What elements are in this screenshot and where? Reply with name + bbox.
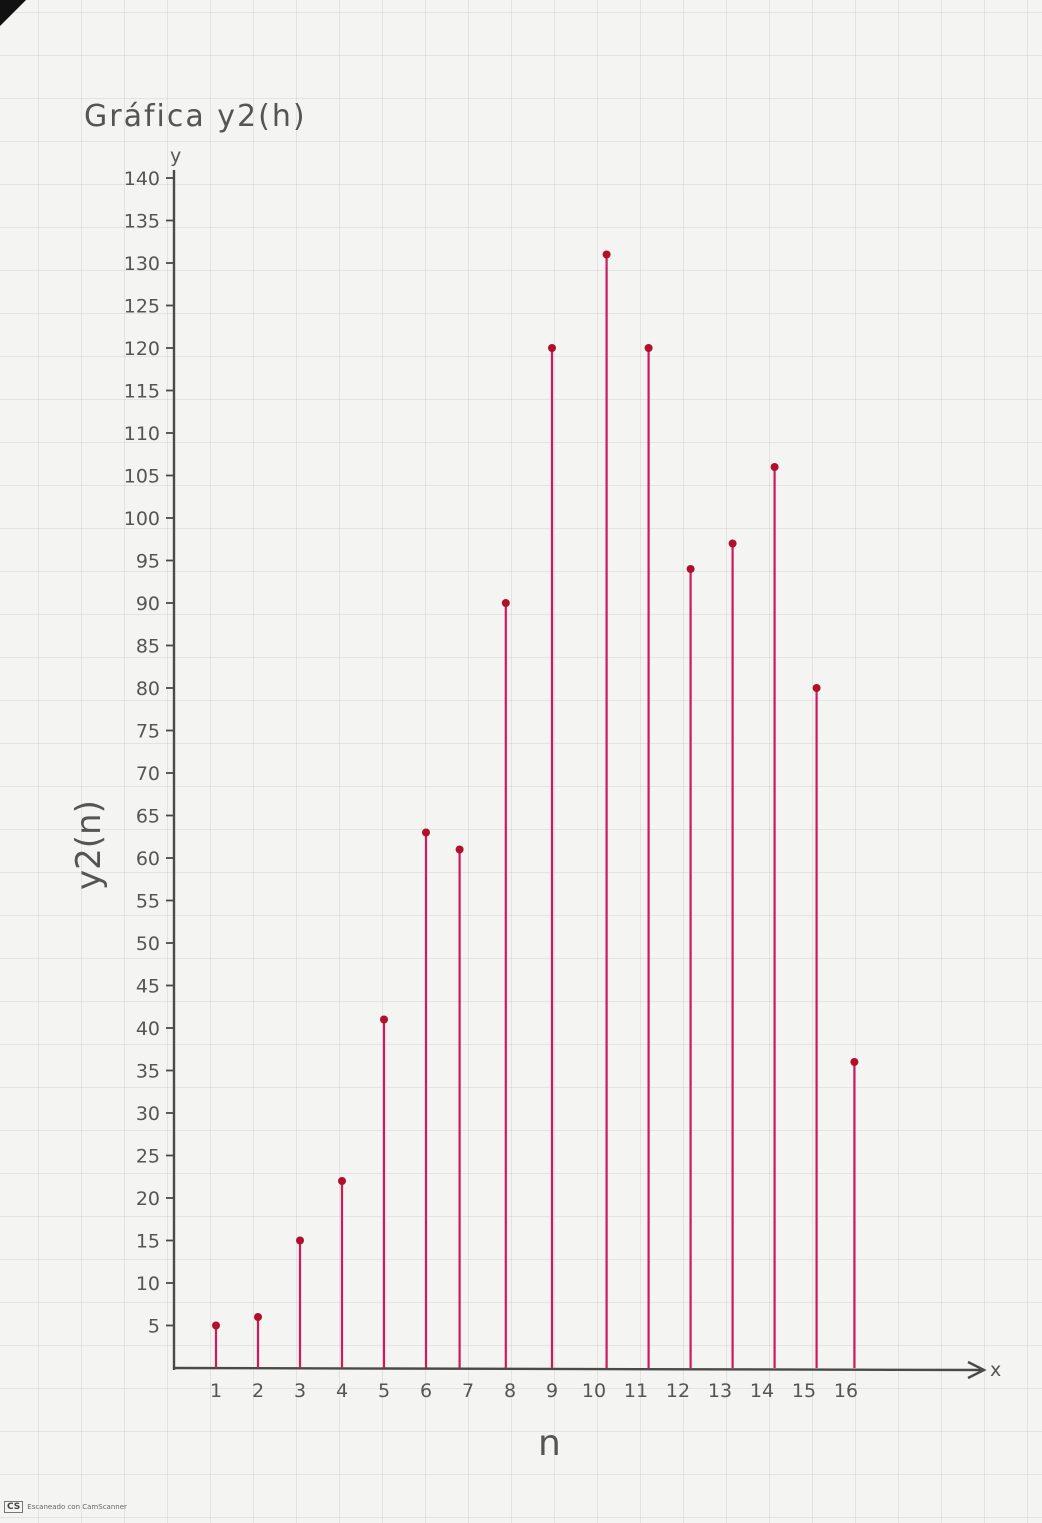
y-tick-label: 50 bbox=[136, 933, 160, 955]
y-ticks: 5 10 15 20 25 30 35 40 45 50 55 60 65 70 75 80 85 90 95 100… bbox=[124, 168, 174, 1338]
y-tick-label: 10 bbox=[136, 1273, 160, 1295]
x-axis-arrowhead bbox=[967, 1360, 987, 1380]
stem-marker bbox=[548, 344, 556, 352]
x-tick-label: 12 bbox=[666, 1380, 690, 1402]
x-tick-label: 10 bbox=[582, 1380, 606, 1402]
y-axis-arrow-label: y bbox=[170, 145, 181, 167]
y-tick-label: 80 bbox=[136, 678, 160, 700]
x-tick-label: 2 bbox=[252, 1380, 264, 1402]
x-tick-label: 15 bbox=[792, 1380, 816, 1402]
y-tick-label: 85 bbox=[136, 636, 160, 658]
x-tick-label: 16 bbox=[834, 1380, 858, 1402]
stem-marker bbox=[422, 828, 430, 837]
x-ticks: 1 2 3 4 5 6 7 8 9 10 11 12 13 14 15 16 bbox=[210, 1380, 858, 1402]
y-tick-label: 20 bbox=[136, 1188, 160, 1210]
y-tick-label: 90 bbox=[136, 593, 160, 615]
x-tick-label: 5 bbox=[378, 1380, 390, 1402]
stem-marker bbox=[602, 250, 611, 259]
y-tick-label: 25 bbox=[136, 1146, 160, 1168]
scan-corner-shadow bbox=[0, 0, 26, 26]
y-tick-label: 40 bbox=[136, 1018, 160, 1040]
stem-marker bbox=[501, 599, 510, 607]
x-tick-label: 1 bbox=[210, 1380, 222, 1402]
y-tick-label: 65 bbox=[136, 806, 160, 828]
x-tick-label: 9 bbox=[546, 1380, 558, 1402]
y-tick-label: 30 bbox=[136, 1103, 160, 1125]
stem-marker bbox=[770, 463, 779, 471]
x-tick-label: 11 bbox=[624, 1380, 648, 1402]
y-tick-label: 35 bbox=[136, 1061, 160, 1083]
x-axis-line bbox=[173, 1366, 983, 1372]
camscanner-logo: CS bbox=[4, 1501, 24, 1513]
stem-marker bbox=[850, 1058, 859, 1066]
axes bbox=[172, 170, 987, 1380]
stem-marker bbox=[644, 344, 653, 352]
x-tick-label: 3 bbox=[294, 1380, 306, 1402]
x-tick-label: 13 bbox=[708, 1380, 732, 1402]
y-tick-label: 100 bbox=[124, 508, 160, 530]
stem-marker bbox=[296, 1236, 304, 1245]
x-tick-label: 6 bbox=[420, 1380, 432, 1402]
y-tick-label: 125 bbox=[124, 296, 160, 318]
x-tick-label: 14 bbox=[750, 1380, 774, 1402]
stem-marker bbox=[728, 539, 737, 548]
y-tick-label: 140 bbox=[124, 168, 160, 190]
y-tick-label: 115 bbox=[124, 381, 160, 403]
x-tick-label: 4 bbox=[336, 1380, 348, 1402]
y-tick-label: 5 bbox=[148, 1316, 160, 1338]
y-tick-label: 45 bbox=[136, 976, 160, 998]
stem-marker bbox=[455, 845, 464, 854]
x-axis-arrow-label: x bbox=[990, 1359, 1001, 1381]
y-tick-label: 60 bbox=[136, 848, 160, 870]
x-axis-label: n bbox=[538, 1423, 561, 1464]
chart-title: Gráfica y2(h) bbox=[84, 99, 307, 134]
stem-marker bbox=[812, 684, 821, 692]
y-tick-label: 15 bbox=[136, 1231, 160, 1253]
y-tick-label: 55 bbox=[136, 891, 160, 913]
y-tick-label: 75 bbox=[136, 721, 160, 743]
x-tick-label: 8 bbox=[504, 1380, 516, 1402]
y-tick-label: 130 bbox=[124, 253, 160, 275]
stem-marker bbox=[338, 1177, 346, 1185]
y-tick-label: 105 bbox=[124, 466, 160, 488]
y-tick-label: 95 bbox=[136, 551, 160, 573]
y-tick-label: 110 bbox=[124, 423, 160, 445]
stems bbox=[212, 250, 859, 1368]
stem-marker bbox=[212, 1321, 220, 1330]
scanner-footer: CS Escaneado con CamScanner bbox=[4, 1501, 127, 1513]
y-axis-label: y2(n) bbox=[69, 800, 109, 890]
y-tick-label: 120 bbox=[124, 338, 160, 360]
y-tick-label: 135 bbox=[124, 211, 160, 233]
stem-marker bbox=[254, 1313, 262, 1321]
y-tick-label: 70 bbox=[136, 763, 160, 785]
footer-text: Escaneado con CamScanner bbox=[27, 1503, 127, 1511]
stem-marker bbox=[686, 565, 695, 573]
stem-marker bbox=[380, 1015, 388, 1024]
x-tick-label: 7 bbox=[462, 1380, 474, 1402]
